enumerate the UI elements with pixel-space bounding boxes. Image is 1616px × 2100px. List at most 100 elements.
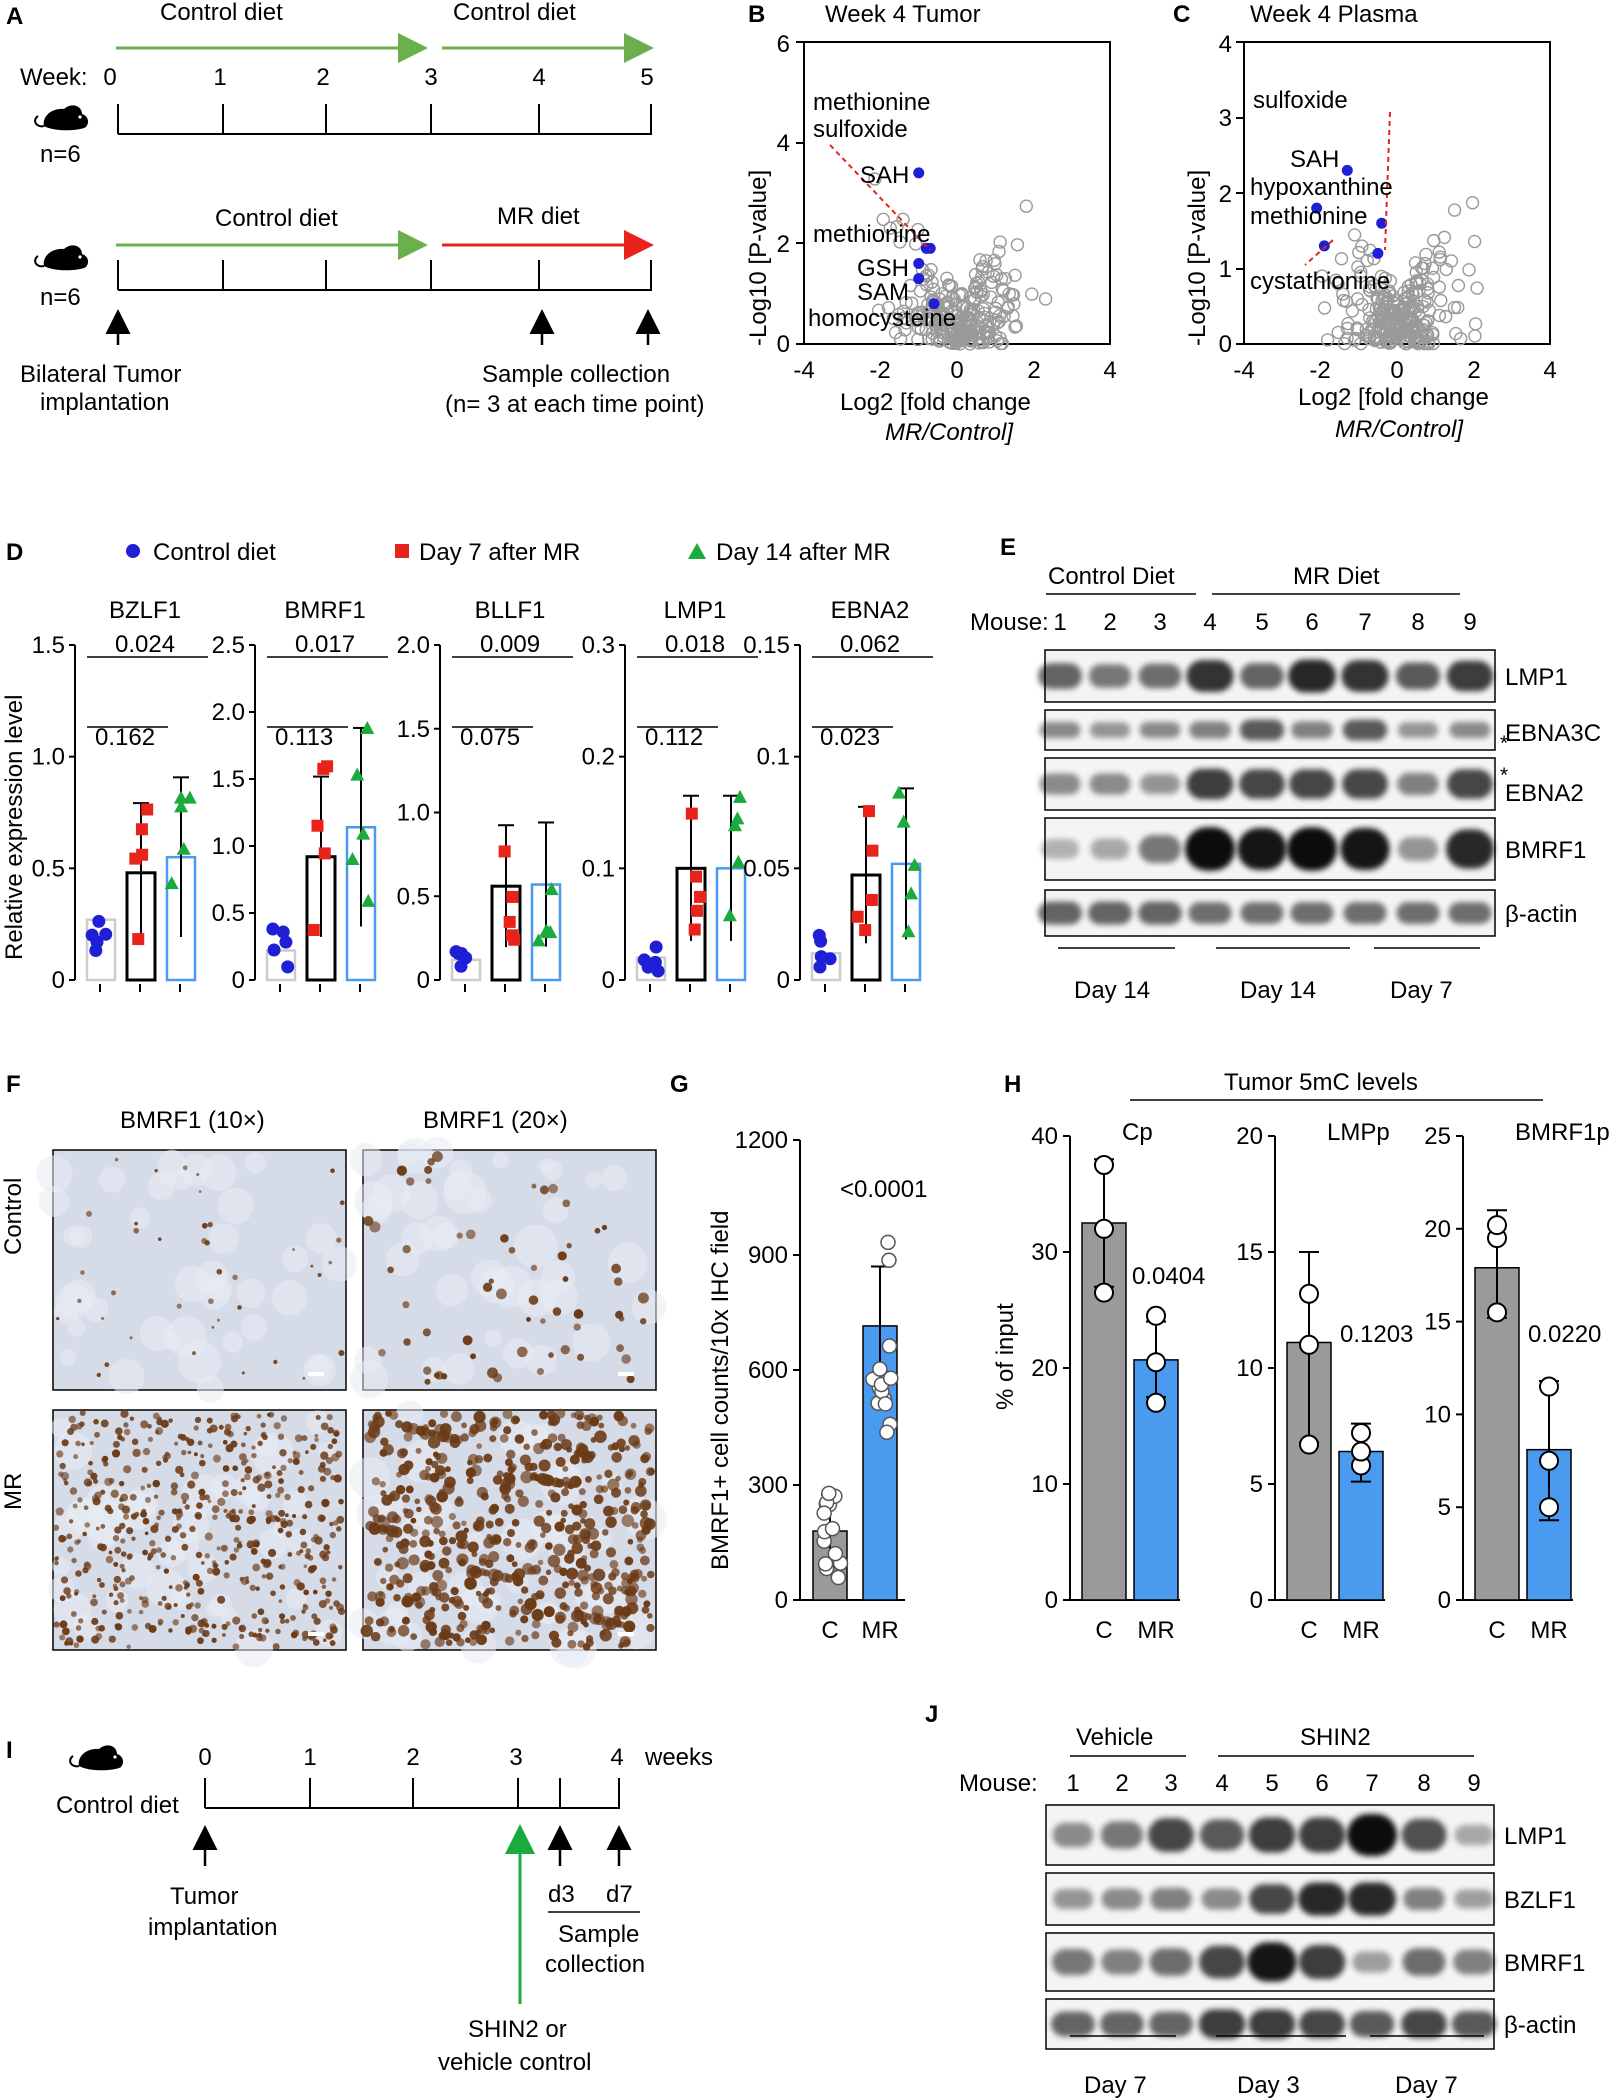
ihc-positive-cell — [303, 1564, 308, 1568]
blot-band — [1395, 662, 1441, 690]
ihc-positive-cell — [118, 1503, 125, 1511]
ihc-positive-cell — [73, 1642, 80, 1649]
ihc-positive-cell — [123, 1513, 130, 1520]
ihc-positive-cell — [221, 1623, 228, 1630]
ihc-positive-cell — [195, 1579, 203, 1587]
d-gene-title: EBNA2 — [831, 597, 910, 624]
ihc-positive-cell — [255, 1474, 263, 1481]
d-gene-title: BZLF1 — [109, 597, 181, 624]
ihc-positive-cell — [141, 1596, 149, 1604]
ihc-positive-cell — [523, 1443, 530, 1451]
ihc-positive-cell — [158, 1237, 162, 1241]
svg-text:4: 4 — [777, 130, 790, 157]
ihc-positive-cell — [416, 1506, 422, 1513]
ihc-positive-cell — [638, 1482, 644, 1488]
volcano-point — [1371, 291, 1385, 306]
ihc-positive-cell — [496, 1288, 507, 1300]
ihc-positive-cell — [100, 1489, 106, 1495]
ihc-positive-cell — [632, 1440, 641, 1449]
ihc-positive-cell — [474, 1420, 487, 1432]
blot-band — [1088, 901, 1132, 925]
ihc-positive-cell — [72, 1503, 78, 1509]
ihc-positive-cell — [196, 1502, 203, 1509]
ihc-positive-cell — [303, 1589, 309, 1596]
b-label-sah: SAH — [860, 162, 909, 189]
ihc-positive-cell — [233, 1536, 240, 1543]
h-x-label: MR — [1530, 1617, 1567, 1644]
ihc-positive-cell — [433, 1527, 440, 1535]
ihc-positive-cell — [85, 1210, 92, 1217]
ihc-positive-cell — [153, 1522, 159, 1528]
ihc-positive-cell — [61, 1536, 67, 1542]
ihc-positive-cell — [330, 1626, 338, 1634]
ihc-texture — [258, 1528, 289, 1559]
ihc-positive-cell — [646, 1613, 653, 1619]
blot-band — [1340, 827, 1390, 871]
panel-f: F BMRF1 (10×) BMRF1 (20×) Control MR — [0, 1071, 667, 1669]
ihc-positive-cell — [71, 1557, 77, 1564]
ihc-positive-cell — [138, 1609, 144, 1615]
ihc-positive-cell — [488, 1551, 500, 1563]
panel-label-f: F — [6, 1071, 21, 1098]
ihc-positive-cell — [168, 1418, 173, 1423]
ihc-positive-cell — [639, 1555, 650, 1566]
a-timeline-2 — [117, 260, 652, 291]
ihc-positive-cell — [234, 1412, 239, 1417]
ihc-positive-cell — [520, 1470, 533, 1484]
ihc-positive-cell — [452, 1633, 461, 1642]
mouse-number: 9 — [1463, 609, 1476, 636]
ihc-positive-cell — [261, 1617, 269, 1625]
volcano-point — [883, 221, 897, 235]
d-tick-label: 0.5 — [397, 883, 430, 910]
ihc-positive-cell — [317, 1272, 322, 1277]
ihc-positive-cell — [321, 1498, 330, 1508]
ihc-positive-cell — [126, 1644, 131, 1649]
volcano-point — [1468, 317, 1483, 331]
blot-band — [1100, 2011, 1144, 2037]
ihc-positive-cell — [278, 1599, 283, 1603]
d-tick-label: 0 — [602, 967, 615, 994]
ihc-positive-cell — [245, 1425, 251, 1432]
d-point-day7 — [311, 819, 324, 832]
ihc-positive-cell — [368, 1506, 379, 1518]
ihc-positive-cell — [393, 1594, 401, 1602]
volcano-point — [1019, 199, 1033, 213]
volcano-point — [1421, 286, 1435, 300]
ihc-positive-cell — [275, 1516, 281, 1523]
blot-band — [1148, 1818, 1194, 1852]
ihc-positive-cell — [246, 1540, 255, 1549]
ihc-positive-cell — [624, 1468, 637, 1481]
ihc-positive-cell — [211, 1505, 220, 1514]
ihc-texture — [59, 1349, 77, 1366]
ihc-positive-cell — [235, 1524, 242, 1531]
svg-text:0: 0 — [777, 331, 790, 358]
d-point-day14 — [732, 789, 747, 803]
ihc-positive-cell — [403, 1432, 413, 1442]
ihc-positive-cell — [444, 1476, 456, 1489]
volcano-point — [992, 309, 1007, 323]
i-tumor-2: implantation — [148, 1914, 277, 1941]
volcano-point — [1420, 295, 1434, 309]
ihc-positive-cell — [232, 1616, 241, 1625]
ihc-positive-cell — [511, 1561, 518, 1568]
ihc-positive-cell — [144, 1496, 152, 1503]
volcano-point — [1462, 263, 1476, 277]
ihc-positive-cell — [200, 1488, 205, 1493]
ihc-positive-cell — [187, 1480, 196, 1489]
ihc-positive-cell — [616, 1344, 624, 1353]
ihc-positive-cell — [456, 1540, 466, 1549]
d-point-control — [459, 951, 473, 965]
ihc-positive-cell — [298, 1470, 304, 1475]
ihc-positive-cell — [177, 1433, 184, 1440]
ihc-positive-cell — [612, 1615, 621, 1625]
ihc-positive-cell — [189, 1602, 195, 1608]
mouse-icon — [34, 244, 90, 272]
ihc-positive-cell — [571, 1542, 583, 1554]
ihc-positive-cell — [570, 1412, 577, 1419]
ihc-positive-cell — [279, 1618, 286, 1624]
ihc-positive-cell — [432, 1451, 439, 1458]
ihc-positive-cell — [594, 1227, 601, 1234]
ihc-positive-cell — [539, 1410, 549, 1420]
d-point-day7 — [688, 923, 701, 936]
blot-band — [1453, 1949, 1495, 1975]
